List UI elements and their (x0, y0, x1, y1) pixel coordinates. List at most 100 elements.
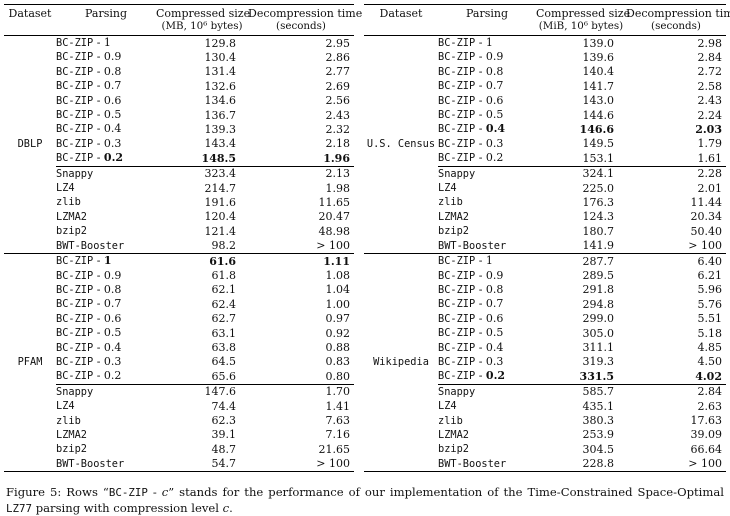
tool-name: BC-ZIP (56, 65, 94, 78)
parsing-cell: BC-ZIP - 0.8 (56, 65, 156, 79)
parsing-cell: BWT-Booster (56, 239, 156, 254)
parsing-cell: BC-ZIP - 0.8 (438, 65, 536, 79)
decompression-time-value: 2.58 (697, 79, 723, 93)
compressed-size-value: 74.4 (211, 399, 237, 413)
table-row: BWT-Booster 98.2 > 100 (4, 239, 354, 254)
compression-level: - 0.7 (475, 297, 504, 311)
decompression-time-value: > 100 (316, 239, 350, 253)
parsing-cell: zlib (438, 414, 536, 428)
parsing-cell: BC-ZIP - 0.4 (438, 341, 536, 355)
decompression-time-value: 2.69 (325, 79, 351, 93)
compression-level: - 0.5 (93, 108, 122, 122)
table-row: LZMA2 120.4 20.47 (4, 210, 354, 224)
tool-name: BC-ZIP (56, 370, 94, 383)
tool-name: BWT-Booster (56, 457, 125, 470)
header-label: Compressed size (536, 7, 631, 20)
tool-name: Snappy (56, 167, 94, 180)
compression-level: - 0.4 (93, 122, 122, 136)
tool-name: LZMA2 (56, 428, 87, 441)
table-row: bzip2 121.4 48.98 (4, 224, 354, 238)
table-row: LZ4 225.0 2.01 (364, 181, 726, 195)
compressed-size-value: 98.2 (211, 239, 237, 253)
decompression-time-value: 2.98 (697, 36, 723, 50)
header-label: Dataset (8, 7, 52, 20)
column-header-dataset: Dataset (364, 4, 438, 36)
compression-level: - 0.6 (93, 311, 122, 325)
tool-name: BC-ZIP (438, 51, 476, 64)
tool-name: BC-ZIP (438, 152, 476, 165)
parsing-cell: BC-ZIP - 0.4 (438, 122, 536, 136)
parsing-cell: Snappy (56, 165, 156, 182)
compressed-size-value: 299.0 (582, 312, 615, 326)
compressed-size-value: 139.6 (582, 50, 615, 64)
parsing-cell: BC-ZIP - 1 (438, 253, 536, 269)
table-row: BC-ZIP - 0.3 319.3 4.50 (364, 355, 726, 369)
compressed-size-value: 121.4 (204, 224, 237, 238)
table-row: BC-ZIP - 0.7 62.4 1.00 (4, 297, 354, 311)
compressed-size-value: 143.0 (582, 94, 615, 108)
compressed-size-value: 61.6 (156, 253, 248, 269)
table-row: BC-ZIP - 0.7 141.7 2.58 (364, 79, 726, 93)
compression-level: - 0.8 (475, 64, 504, 78)
compressed-size-value: 141.9 (582, 239, 615, 253)
tool-name: zlib (56, 196, 81, 209)
table-row: BC-ZIP - 0.8 62.1 1.04 (4, 283, 354, 297)
table-row: BC-ZIP - 0.5 144.6 2.24 (364, 108, 726, 122)
tool-name: LZ4 (56, 400, 75, 413)
table-row: zlib 176.3 11.44 (364, 195, 726, 209)
table-row: LZMA2 39.1 7.16 (4, 428, 354, 442)
compression-level: - 0.5 (93, 326, 122, 340)
compressed-size-value: 380.3 (582, 414, 615, 428)
table-row: BC-ZIP - 0.9 139.6 2.84 (364, 50, 726, 64)
compressed-size-value: 61.8 (211, 269, 237, 282)
tool-name: BC-ZIP (56, 94, 94, 107)
tool-name: zlib (438, 414, 463, 427)
parsing-cell: bzip2 (56, 442, 156, 456)
tool-name: bzip2 (56, 225, 87, 238)
parsing-cell: BC-ZIP - 0.7 (438, 297, 536, 311)
parsing-cell: BC-ZIP - 1 (56, 253, 156, 269)
tool-name: BC-ZIP (56, 37, 94, 49)
compressed-size-value: 149.5 (582, 137, 615, 151)
decompression-time-value: 66.64 (690, 442, 723, 456)
tool-name: BC-ZIP (438, 37, 476, 49)
caption-text: - (147, 485, 162, 500)
tool-name: BC-ZIP (56, 80, 94, 93)
table-row: BWT-Booster 141.9 > 100 (364, 239, 726, 254)
compression-level: - 0.2 (93, 369, 122, 383)
decompression-time-value: 2.84 (697, 50, 723, 64)
table-row: BC-ZIP - 0.7 294.8 5.76 (364, 297, 726, 311)
tool-name: BC-ZIP (438, 65, 476, 78)
header-label: Dataset (379, 7, 423, 20)
header-row: Dataset Parsing Compressed size (MB, 10⁶… (4, 4, 362, 36)
parsing-cell: LZ4 (438, 181, 536, 195)
compression-level: - 0.3 (93, 354, 122, 368)
decompression-time-value: > 100 (316, 457, 350, 471)
compressed-size-value: 311.1 (582, 341, 615, 355)
parsing-cell: Snappy (56, 383, 156, 400)
table-row: LZ4 435.1 2.63 (364, 399, 726, 413)
tool-name: BC-ZIP (56, 51, 94, 64)
decompression-time-value: 2.03 (695, 122, 722, 136)
parsing-cell: BC-ZIP - 0.2 (438, 151, 536, 166)
decompression-time-value: 4.50 (697, 355, 723, 369)
compression-level: 0.2 (485, 369, 506, 383)
compressed-size-value: 63.1 (211, 326, 237, 340)
parsing-cell: BC-ZIP - 0.7 (438, 79, 536, 93)
decompression-time-value: 2.72 (697, 65, 723, 79)
compression-level: - 0.9 (93, 268, 122, 282)
compressed-size-value: 120.4 (204, 210, 237, 224)
decompression-time-value: 2.24 (697, 108, 723, 122)
compressed-size-value: 141.7 (582, 79, 615, 93)
decompression-time-value: 5.96 (697, 283, 723, 297)
parsing-cell: BC-ZIP - 1 (56, 36, 156, 51)
decompression-time-value: 4.85 (697, 341, 723, 355)
compressed-size-value: 48.7 (211, 442, 237, 456)
parsing-cell: BC-ZIP - 0.9 (438, 50, 536, 64)
table-row: BC-ZIP - 0.8 131.4 2.77 (4, 65, 354, 79)
compressed-size-value: 139.3 (204, 122, 237, 136)
table-row: Snappy 585.7 2.84 (364, 383, 726, 400)
compressed-size-value: 214.7 (204, 181, 237, 195)
tool-name: bzip2 (438, 225, 469, 238)
